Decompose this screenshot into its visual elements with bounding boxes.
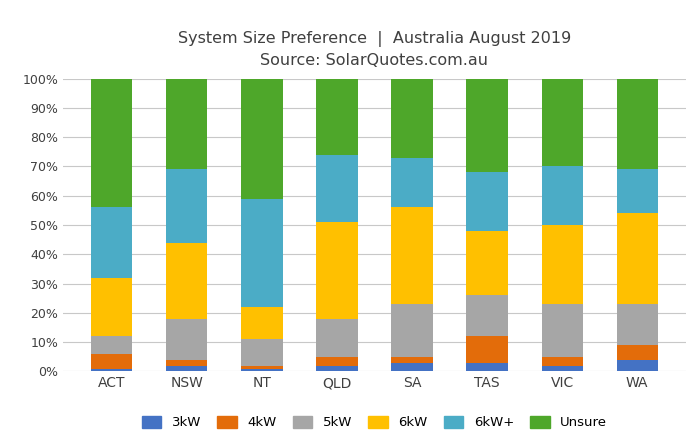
Bar: [542, 304, 583, 357]
Bar: [91, 354, 132, 368]
Bar: [391, 363, 433, 371]
Bar: [391, 357, 433, 363]
Bar: [542, 357, 583, 366]
Bar: [617, 79, 658, 170]
Bar: [166, 170, 207, 243]
Bar: [466, 231, 508, 295]
Bar: [316, 366, 358, 371]
Bar: [617, 304, 658, 345]
Bar: [391, 79, 433, 158]
Bar: [91, 368, 132, 371]
Bar: [241, 199, 283, 307]
Bar: [542, 79, 583, 166]
Bar: [241, 368, 283, 371]
Bar: [316, 155, 358, 222]
Title: System Size Preference  |  Australia August 2019
Source: SolarQuotes.com.au: System Size Preference | Australia Augus…: [178, 31, 571, 68]
Bar: [316, 357, 358, 366]
Bar: [166, 319, 207, 360]
Bar: [466, 295, 508, 336]
Bar: [617, 213, 658, 304]
Bar: [316, 222, 358, 319]
Bar: [166, 79, 207, 170]
Bar: [91, 79, 132, 208]
Bar: [542, 166, 583, 225]
Bar: [391, 158, 433, 208]
Bar: [617, 170, 658, 213]
Bar: [316, 319, 358, 357]
Bar: [166, 243, 207, 319]
Bar: [617, 345, 658, 360]
Legend: 3kW, 4kW, 5kW, 6kW, 6kW+, Unsure: 3kW, 4kW, 5kW, 6kW, 6kW+, Unsure: [141, 416, 608, 429]
Bar: [166, 366, 207, 371]
Bar: [91, 208, 132, 278]
Bar: [617, 360, 658, 371]
Bar: [542, 366, 583, 371]
Bar: [316, 79, 358, 155]
Bar: [391, 208, 433, 304]
Bar: [91, 336, 132, 354]
Bar: [241, 307, 283, 339]
Bar: [241, 79, 283, 199]
Bar: [241, 339, 283, 366]
Bar: [542, 225, 583, 304]
Bar: [466, 79, 508, 172]
Bar: [391, 304, 433, 357]
Bar: [91, 278, 132, 336]
Bar: [166, 360, 207, 366]
Bar: [466, 363, 508, 371]
Bar: [466, 172, 508, 231]
Bar: [466, 336, 508, 363]
Bar: [241, 366, 283, 368]
